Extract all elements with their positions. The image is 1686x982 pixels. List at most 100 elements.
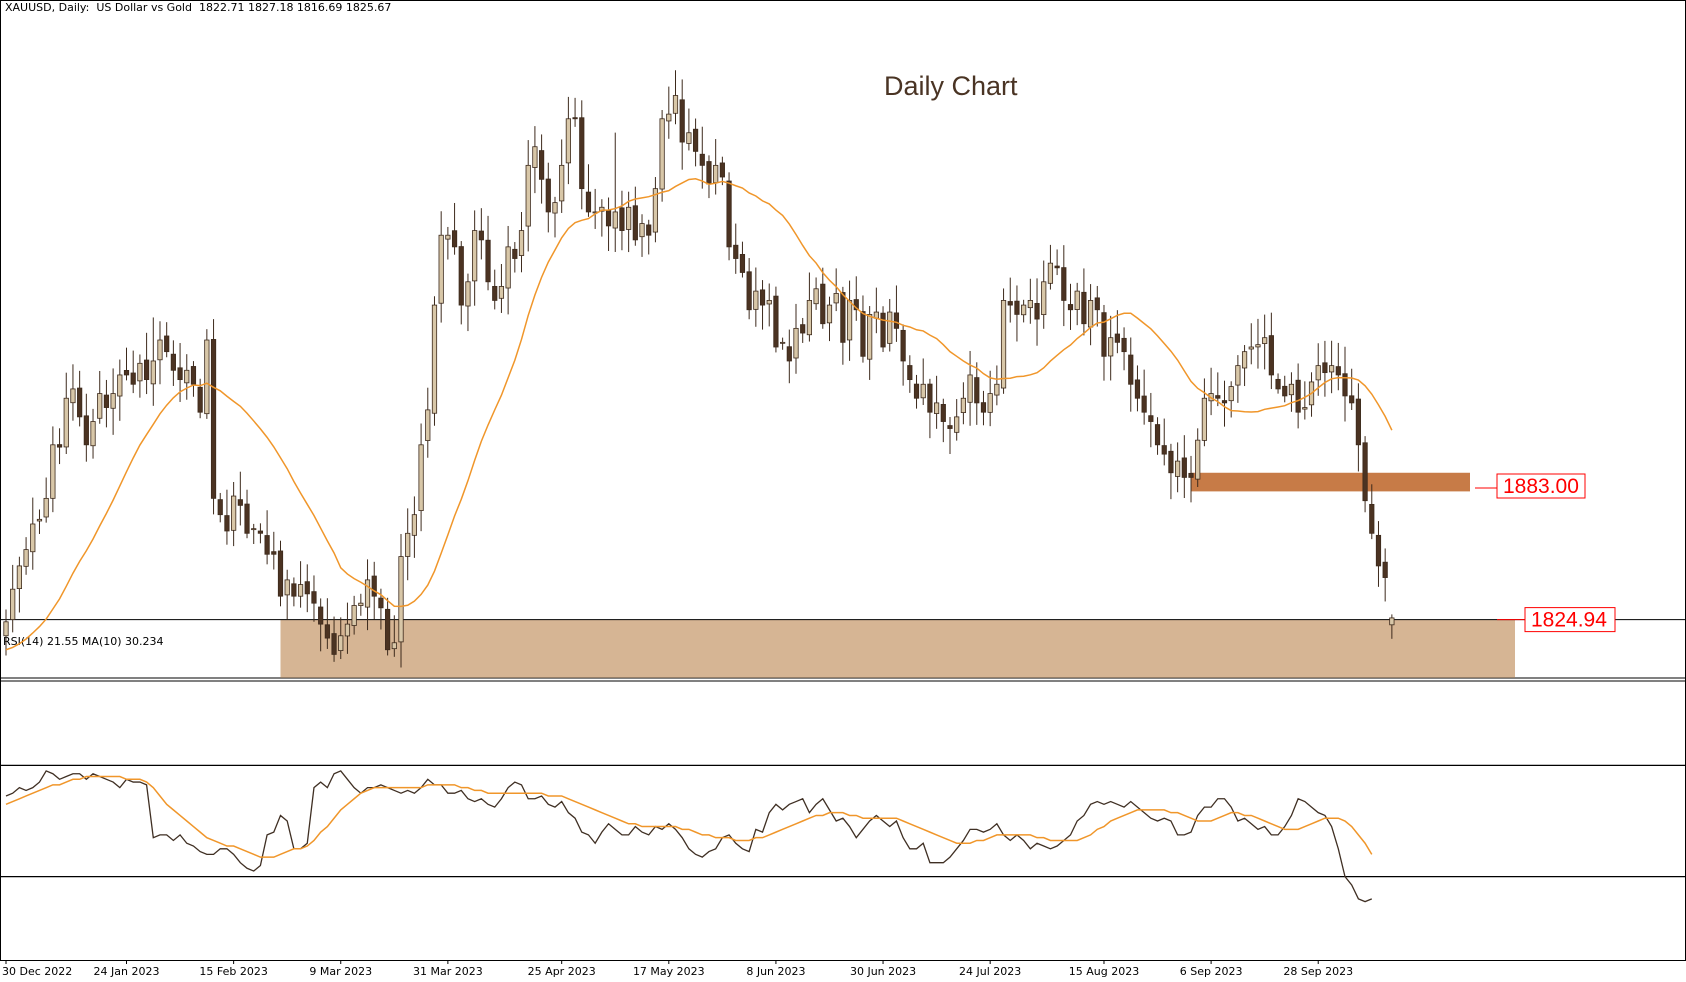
zone-label-text: 1883.00: [1503, 475, 1579, 498]
candle-down: [1007, 301, 1013, 306]
candle-down: [646, 224, 652, 236]
x-tick-label: 9 Mar 2023: [309, 965, 372, 978]
candle-up: [411, 514, 417, 536]
candle-up: [659, 118, 665, 190]
candle-down: [1054, 265, 1060, 269]
chart-title: Daily Chart: [884, 71, 1018, 101]
candle-down: [512, 248, 518, 259]
candle-up: [599, 206, 605, 212]
candle-down: [679, 99, 685, 143]
candle-up: [43, 497, 49, 518]
candle-up: [626, 206, 632, 230]
candle-down: [1375, 534, 1382, 567]
candle-up: [967, 374, 973, 403]
candle-up: [1302, 407, 1308, 410]
candle-down: [759, 289, 766, 306]
candle-up: [23, 549, 29, 567]
candle-up: [391, 642, 397, 650]
candle-up: [150, 360, 156, 385]
candle-up: [398, 556, 404, 643]
candle-down: [210, 339, 217, 499]
candle-up: [505, 246, 511, 289]
candle-up: [612, 211, 618, 229]
candle-down: [257, 530, 264, 534]
x-tick-label: 25 Apr 2023: [528, 965, 596, 978]
candle-down: [103, 394, 110, 408]
candle-down: [1034, 303, 1040, 320]
candle-down: [217, 499, 223, 516]
candle-up: [532, 146, 538, 168]
candle-down: [733, 244, 739, 259]
candle-down: [692, 128, 699, 152]
candle-up: [472, 230, 478, 282]
candle-down: [318, 606, 324, 625]
candle-down: [820, 283, 826, 325]
candle-up: [1000, 300, 1007, 389]
candle-down: [451, 230, 458, 248]
candle-up: [97, 393, 103, 419]
candle-up: [920, 383, 926, 399]
candle-down: [739, 254, 746, 273]
candle-down: [1181, 457, 1187, 478]
candle-down: [853, 299, 859, 311]
candle-down: [1141, 395, 1147, 413]
candle-up: [10, 588, 16, 620]
candle-up: [652, 188, 659, 233]
candle-up: [184, 369, 190, 384]
candle-up: [1235, 365, 1241, 386]
candle-up: [826, 304, 833, 324]
moving-average-line: [5, 177, 1393, 651]
candle-down: [1168, 450, 1174, 474]
candle-down: [224, 515, 230, 532]
zone-resistance: [1191, 472, 1470, 492]
candle-down: [123, 370, 130, 376]
candle-up: [1047, 262, 1054, 284]
candle-down: [940, 404, 946, 422]
candle-down: [726, 180, 732, 248]
candle-down: [893, 312, 900, 329]
candle-up: [1175, 460, 1181, 477]
candle-up: [1041, 281, 1047, 316]
candle-up: [766, 300, 772, 305]
candle-down: [277, 550, 284, 597]
candle-down: [264, 535, 270, 555]
candle-up: [1108, 337, 1114, 357]
candle-down: [1322, 362, 1328, 374]
candle-up: [713, 164, 719, 183]
candle-up: [30, 523, 36, 553]
candle-up: [110, 393, 116, 409]
candle-down: [177, 367, 183, 381]
candle-down: [913, 383, 920, 399]
candle-down: [492, 286, 498, 301]
x-tick-label: 30 Jun 2023: [850, 965, 916, 978]
candle-up: [1228, 386, 1234, 402]
candle-up: [666, 113, 672, 122]
candle-up: [90, 421, 96, 447]
candle-up: [813, 288, 819, 305]
candle-up: [465, 281, 471, 307]
candle-up: [251, 528, 257, 531]
candle-up: [438, 234, 444, 304]
candle-down: [840, 292, 846, 343]
symbol-header: XAUUSD, Daily: US Dollar vs Gold 1822.71…: [5, 1, 392, 14]
candle-up: [445, 234, 451, 240]
candle-down: [1161, 445, 1167, 455]
candle-up: [987, 393, 993, 413]
candle-up: [63, 397, 69, 448]
candle-down: [83, 415, 89, 446]
candle-up: [1288, 383, 1295, 396]
candle-down: [1221, 400, 1228, 404]
candle-up: [994, 383, 1000, 396]
x-tick-label: 28 Sep 2023: [1283, 965, 1353, 978]
x-tick-label: 30 Dec 2022: [2, 965, 72, 978]
candle-up: [498, 286, 505, 299]
candle-down: [1101, 312, 1107, 357]
candle-down: [458, 246, 464, 306]
candle-up: [1027, 300, 1033, 309]
candle-up: [833, 293, 839, 304]
candle-down: [545, 178, 551, 213]
candle-down: [197, 386, 203, 413]
candle-up: [117, 374, 123, 397]
candle-down: [170, 353, 176, 371]
candle-down: [1121, 337, 1127, 353]
